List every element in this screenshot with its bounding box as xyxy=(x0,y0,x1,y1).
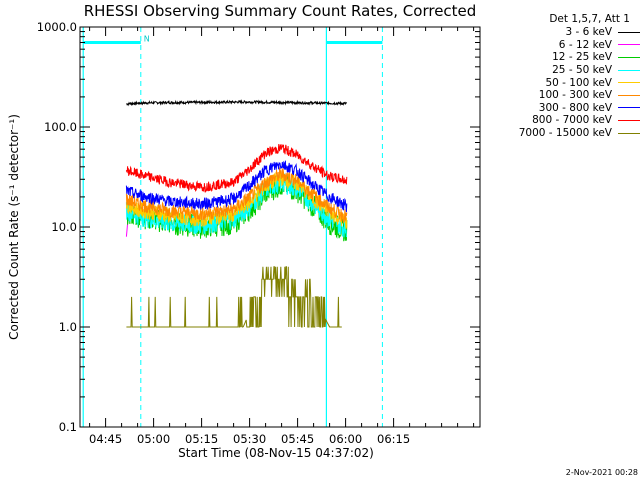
legend-item: 7000 - 15000 keV xyxy=(484,127,640,140)
legend: Det 1,5,7, Att 1 3 - 6 keV 6 - 12 keV 12 -… xyxy=(484,12,640,139)
y-tick-label: 100.0 xyxy=(44,120,77,134)
legend-label: 6 - 12 keV xyxy=(558,38,612,51)
legend-swatch xyxy=(618,107,640,109)
series-line xyxy=(125,160,348,213)
series-line xyxy=(126,99,348,107)
legend-swatch xyxy=(618,94,640,96)
legend-swatch xyxy=(618,69,640,71)
legend-label: 25 - 50 keV xyxy=(552,64,612,77)
legend-label: 7000 - 15000 keV xyxy=(518,127,612,140)
x-tick-label: 05:00 xyxy=(137,432,170,446)
x-tick-label: 06:15 xyxy=(377,432,410,446)
legend-item: 800 - 7000 keV xyxy=(484,114,640,127)
legend-swatch xyxy=(618,44,640,46)
legend-item: 3 - 6 keV xyxy=(484,26,640,39)
legend-swatch xyxy=(618,82,640,84)
legend-label: 800 - 7000 keV xyxy=(532,114,612,127)
y-tick-label: 0.1 xyxy=(59,420,77,434)
legend-item: 100 - 300 keV xyxy=(484,89,640,102)
x-axis-label: Start Time (08-Nov-15 04:37:02) xyxy=(178,446,374,460)
legend-label: 50 - 100 keV xyxy=(545,76,612,89)
legend-swatch xyxy=(618,119,640,121)
legend-item: 6 - 12 keV xyxy=(484,39,640,52)
x-tick-label: 05:30 xyxy=(233,432,266,446)
timestamp: 2-Nov-2021 00:28 xyxy=(565,468,638,477)
legend-item: 300 - 800 keV xyxy=(484,102,640,115)
plot-frame xyxy=(79,26,481,428)
legend-swatch xyxy=(618,31,640,33)
series-line xyxy=(125,143,348,193)
x-tick-label: 06:00 xyxy=(329,432,362,446)
series-line xyxy=(125,166,348,224)
legend-label: 300 - 800 keV xyxy=(538,101,612,114)
legend-swatch xyxy=(618,132,640,134)
y-tick-label: 1000.0 xyxy=(37,20,77,34)
x-tick-label: 05:45 xyxy=(281,432,314,446)
legend-label: 3 - 6 keV xyxy=(565,26,612,39)
y-tick-label: 1.0 xyxy=(59,320,77,334)
legend-label: 100 - 300 keV xyxy=(538,89,612,102)
series-line xyxy=(126,266,342,328)
legend-item: 12 - 25 keV xyxy=(484,51,640,64)
legend-header: Det 1,5,7, Att 1 xyxy=(549,13,630,25)
legend-item: 50 - 100 keV xyxy=(484,76,640,89)
series-layer xyxy=(125,99,348,328)
legend-rows: 3 - 6 keV 6 - 12 keV 12 - 25 keV 25 - 50 ke… xyxy=(484,26,640,139)
legend-item: 25 - 50 keV xyxy=(484,64,640,77)
chart-title: RHESSI Observing Summary Count Rates, Co… xyxy=(83,2,477,20)
x-tick-label: 04:45 xyxy=(89,432,122,446)
y-tick-label: 10.0 xyxy=(51,220,77,234)
x-tick-label: 05:15 xyxy=(185,432,218,446)
y-axis-label: Corrected Count Rate (s⁻¹ detector⁻¹) xyxy=(7,114,21,340)
axis-layer: 1000.0 100.0 10.0 1.0 0.1 04:45 05:00 05:15 05:3… xyxy=(37,20,480,446)
legend-label: 12 - 25 keV xyxy=(552,51,612,64)
legend-swatch xyxy=(618,56,640,58)
night-bar-label: N xyxy=(144,34,150,43)
